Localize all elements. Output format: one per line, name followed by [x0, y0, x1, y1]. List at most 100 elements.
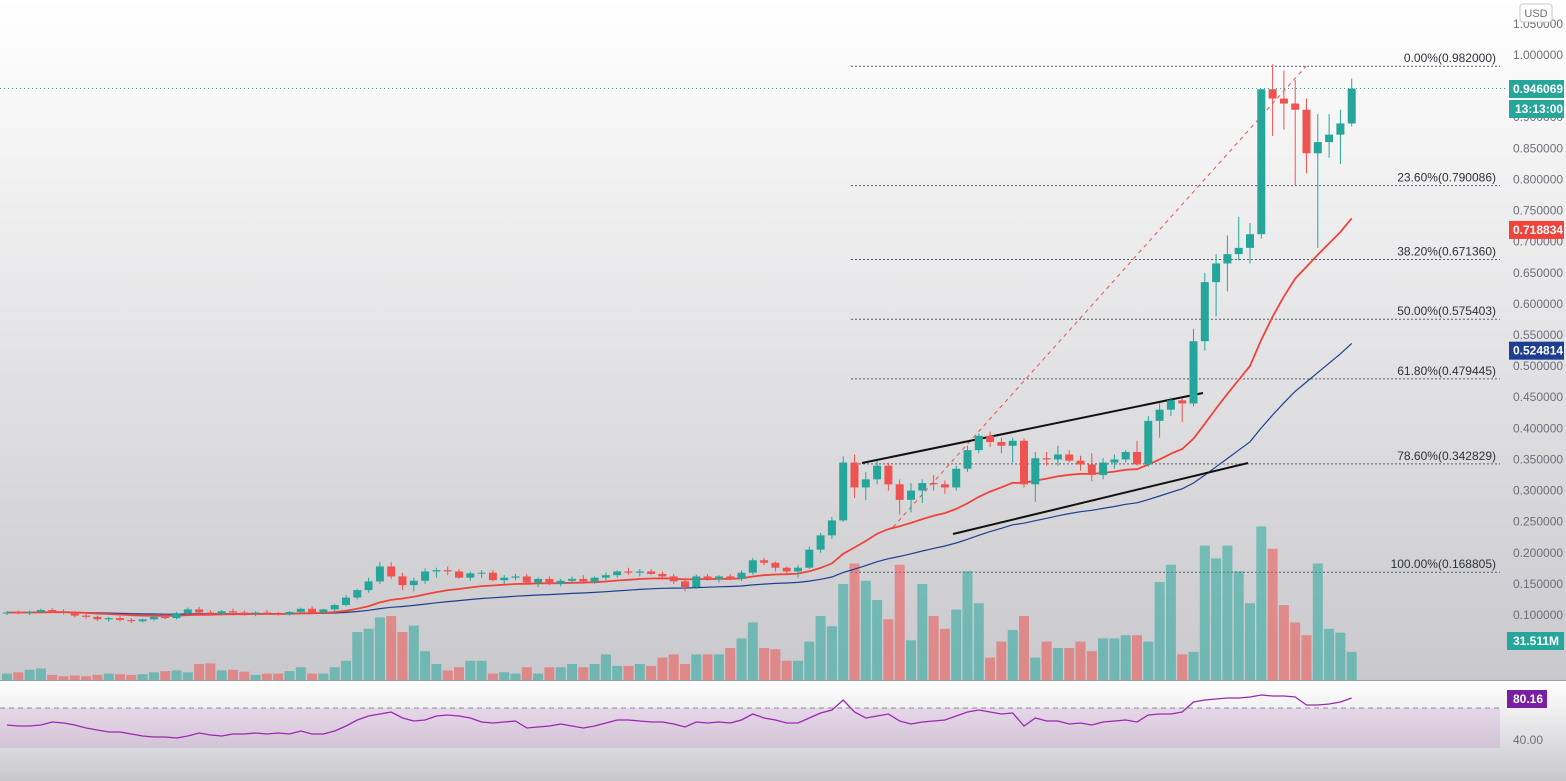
volume-bar [228, 669, 238, 680]
candle-body [330, 605, 339, 610]
channel-lower-line [952, 462, 1249, 535]
volume-bar [171, 670, 182, 680]
volume-badge: 31.511M [1507, 632, 1564, 650]
volume-bar [1086, 651, 1097, 680]
volume-bar [521, 667, 532, 680]
candle-body [963, 450, 972, 469]
candle-body [1302, 109, 1311, 154]
price-axis-tick: 0.800000 [1513, 172, 1563, 186]
candle-body [308, 608, 317, 613]
volume-bar [555, 667, 566, 680]
volume-bar [725, 648, 736, 680]
candle-body [929, 483, 938, 485]
price-axis-tick: 0.200000 [1513, 546, 1563, 560]
volume-bar [1233, 571, 1244, 680]
candle-body [1110, 459, 1119, 463]
volume-bar [487, 673, 498, 680]
volume-bar [374, 617, 385, 680]
candle-body [127, 619, 136, 622]
volume-bar [408, 625, 419, 680]
price-axis-tick: 0.850000 [1513, 141, 1563, 155]
candle-body [1042, 458, 1051, 460]
volume-bar [126, 674, 137, 680]
candle-body [1257, 89, 1266, 235]
volume-bar [872, 600, 883, 680]
volume-bar [454, 667, 464, 680]
candle-body [353, 590, 362, 598]
candle-body [14, 612, 23, 614]
volume-bar [205, 663, 216, 680]
volume-bar [838, 584, 849, 680]
volume-bar [702, 654, 713, 680]
volume-bar [476, 660, 487, 680]
price-axis-tick: 0.300000 [1513, 484, 1563, 498]
candle-body [342, 597, 350, 606]
volume-bar [691, 654, 702, 680]
fib-level-label: 38.20%(0.671360) [1397, 244, 1496, 258]
volume-bar [612, 665, 623, 680]
main-pane-background [0, 0, 1566, 680]
volume-bar [713, 654, 724, 680]
candle-body [748, 560, 757, 573]
volume-bar [1030, 657, 1041, 680]
candle-body [116, 618, 124, 620]
volume-bar [148, 672, 159, 680]
candle-body [455, 571, 463, 578]
candle-body [1076, 460, 1085, 465]
channel-drawing[interactable] [861, 392, 1249, 535]
candle-body [1325, 134, 1334, 143]
candle-body [93, 616, 102, 620]
volume-bar [431, 664, 442, 680]
volume-bar [736, 638, 747, 680]
fibonacci-levels[interactable] [851, 65, 1500, 573]
candle-body [195, 609, 204, 613]
volume-bar [1109, 638, 1120, 680]
volume-label: 31.511M [1513, 634, 1559, 648]
candle-body [613, 571, 622, 576]
volume-bar [182, 672, 193, 680]
volume-bar [160, 671, 171, 680]
ema-fast-badge: 0.718834 [1509, 220, 1564, 239]
volume-bar [973, 603, 984, 680]
volume-bar [216, 670, 227, 680]
countdown-badge-bg [1509, 100, 1564, 118]
candle-body [1031, 458, 1040, 485]
volume-bar [793, 660, 803, 680]
volume-bar [804, 641, 815, 680]
volume-bar [883, 619, 894, 680]
price-axis-tick: 0.650000 [1513, 266, 1563, 280]
candle-body [1212, 263, 1221, 283]
volume-bar [680, 664, 690, 680]
candle-body [861, 479, 870, 488]
fibonacci-level-labels: 0.00%(0.982000) 23.60%(0.790086) 38.20%(0.… [1391, 51, 1496, 571]
candle-body [240, 612, 249, 614]
candle-body [511, 576, 520, 578]
candle-body [285, 611, 294, 615]
candle-body [635, 571, 644, 573]
volume-bar [1075, 641, 1086, 680]
volume-bar [1256, 526, 1267, 680]
price-axis-tick: 0.750000 [1513, 204, 1563, 218]
ema-fast-badge-bg [1509, 220, 1564, 239]
volume-bar [1245, 603, 1255, 680]
candle-body [251, 612, 260, 614]
volume-bar [1278, 605, 1289, 680]
candle-body [568, 578, 576, 581]
candle-body [183, 609, 192, 614]
volume-bar [646, 665, 657, 680]
candle-body [364, 581, 373, 591]
volume-bar [194, 664, 205, 680]
volume-bar [2, 673, 12, 680]
volume-bar [544, 667, 555, 680]
volume-bar [1267, 548, 1278, 680]
currency-button[interactable]: USD [1519, 3, 1553, 23]
volume-bar [329, 667, 340, 680]
volume-bar [261, 673, 272, 680]
volume-bar [81, 676, 92, 680]
volume-bar [759, 648, 770, 680]
candle-body [681, 581, 689, 587]
volume-bar [284, 671, 295, 680]
volume-bar [420, 651, 431, 680]
candle-body [466, 573, 475, 578]
